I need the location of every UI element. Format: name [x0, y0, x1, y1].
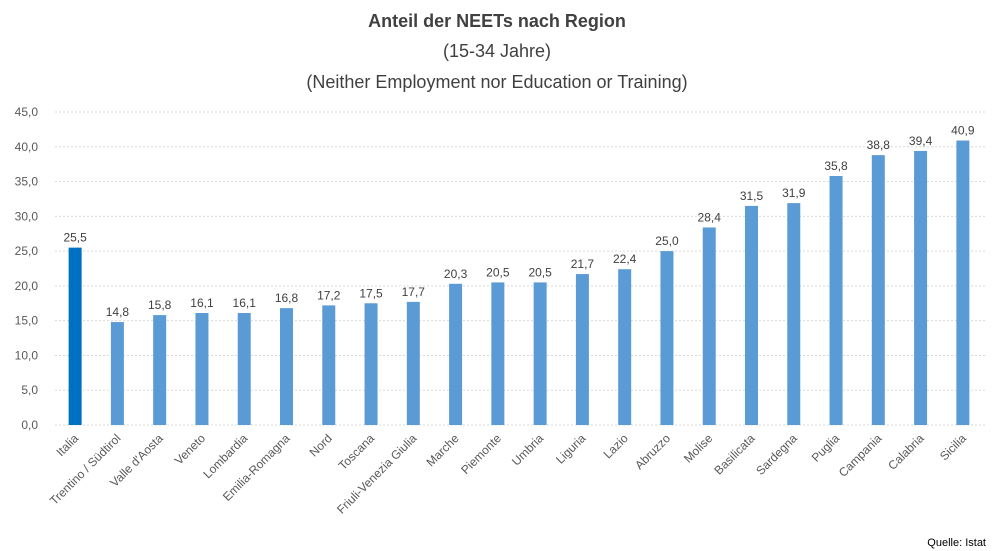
data-label: 16,8: [275, 291, 299, 305]
data-label: 40,9: [951, 124, 975, 138]
bar: [68, 247, 82, 425]
x-tick-label: Sardegna: [753, 431, 800, 478]
data-label: 21,7: [571, 257, 595, 271]
x-tick-label: Veneto: [172, 431, 209, 468]
bar: [914, 150, 928, 425]
bar: [956, 140, 970, 426]
data-label: 31,5: [740, 189, 764, 203]
bar: [702, 227, 716, 425]
bar: [871, 155, 885, 425]
bar: [237, 313, 251, 425]
x-tick-label: Toscana: [336, 431, 378, 473]
data-label: 38,8: [867, 138, 891, 152]
x-tick-label: Liguria: [553, 431, 589, 467]
bar: [575, 274, 589, 425]
data-label: 20,5: [528, 265, 552, 279]
x-tick-label: Nord: [307, 431, 335, 459]
bar: [110, 322, 124, 425]
data-label: 14,8: [106, 305, 130, 319]
data-label: 16,1: [233, 296, 257, 310]
bar: [406, 301, 420, 425]
y-tick-label: 45,0: [15, 105, 39, 119]
data-label: 31,9: [782, 186, 806, 200]
x-tick-label: Trentino / Südtirol: [47, 431, 124, 508]
data-label: 25,0: [655, 234, 679, 248]
bar: [787, 203, 801, 425]
y-tick-label: 0,0: [21, 418, 38, 432]
chart-subtitle-2: (Neither Employment nor Education or Tra…: [306, 72, 687, 92]
bar: [280, 308, 293, 425]
bar: [322, 305, 336, 425]
y-tick-label: 30,0: [15, 209, 39, 223]
data-label: 17,7: [402, 285, 426, 299]
data-label: 35,8: [824, 159, 848, 173]
bar: [660, 251, 674, 425]
y-tick-label: 10,0: [15, 348, 39, 362]
bar: [195, 313, 209, 425]
bar: [449, 283, 463, 425]
y-tick-label: 40,0: [15, 140, 39, 154]
data-label: 20,5: [486, 265, 510, 279]
x-tick-label: Marche: [424, 431, 462, 469]
chart-title: Anteil der NEETs nach Region: [368, 11, 626, 31]
y-tick-label: 15,0: [15, 314, 39, 328]
data-label: 25,5: [63, 231, 87, 245]
y-tick-label: 25,0: [15, 244, 39, 258]
data-label: 17,5: [359, 286, 383, 300]
data-label: 17,2: [317, 288, 341, 302]
bar: [153, 315, 167, 425]
x-tick-label: Campania: [836, 431, 885, 480]
bar: [533, 282, 547, 425]
bar: [745, 205, 758, 425]
chart-subtitle-1: (15-34 Jahre): [443, 41, 551, 61]
x-tick-label: Piemonte: [458, 431, 504, 477]
bar: [829, 175, 843, 425]
x-tick-label: Sicilia: [937, 431, 969, 463]
x-tick-label: Calabria: [885, 431, 927, 473]
data-label: 22,4: [613, 252, 637, 266]
x-tick-label: Puglia: [809, 431, 843, 465]
x-tick-label: Molise: [681, 431, 716, 466]
x-tick-label: Umbria: [509, 431, 546, 468]
y-tick-label: 5,0: [21, 383, 38, 397]
bar: [618, 269, 632, 425]
x-tick-label: Basilicata: [711, 431, 757, 477]
data-label: 20,3: [444, 267, 468, 281]
data-label: 16,1: [190, 296, 214, 310]
x-tick-label: Lazio: [601, 431, 631, 461]
bar: [364, 303, 378, 425]
data-label: 28,4: [698, 210, 722, 224]
data-label: 39,4: [909, 134, 933, 148]
x-tick-label: Abruzzo: [632, 431, 673, 472]
bar: [491, 282, 505, 425]
x-tick-label: Italia: [53, 431, 81, 459]
y-tick-label: 35,0: [15, 175, 39, 189]
source-note: Quelle: Istat: [927, 537, 986, 549]
data-label: 15,8: [148, 298, 172, 312]
x-tick-label: Friuli-Venezia Giulia: [334, 431, 420, 517]
y-tick-label: 20,0: [15, 279, 39, 293]
